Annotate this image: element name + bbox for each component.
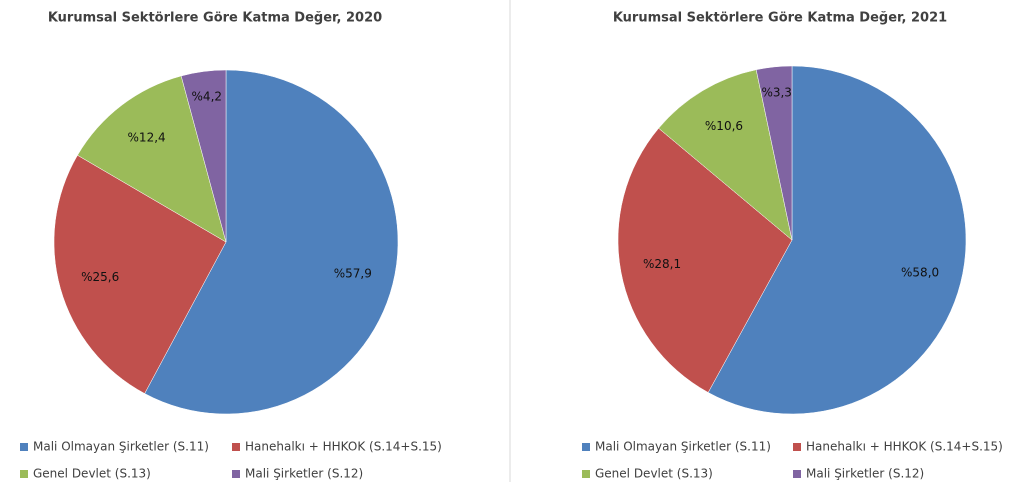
chart-title: Kurumsal Sektörlere Göre Katma Değer, 20… bbox=[613, 11, 947, 26]
legend-swatch bbox=[793, 443, 801, 451]
legend-swatch bbox=[20, 443, 28, 451]
legend-label: Hanehalkı + HHKOK (S.14+S.15) bbox=[806, 440, 1003, 454]
legend-swatch bbox=[232, 443, 240, 451]
pie-slice bbox=[658, 69, 793, 241]
legend-label: Mali Olmayan Şirketler (S.11) bbox=[33, 440, 209, 454]
pie-slice bbox=[53, 154, 227, 394]
pie-slice bbox=[180, 69, 227, 243]
pie-slice bbox=[617, 127, 793, 393]
data-label: %10,6 bbox=[705, 119, 743, 133]
data-label: %3,3 bbox=[761, 85, 792, 99]
pie-slice bbox=[144, 69, 399, 415]
legend-label: Mali Olmayan Şirketler (S.11) bbox=[595, 440, 771, 454]
data-label: %28,1 bbox=[643, 257, 681, 271]
legend-swatch bbox=[20, 470, 28, 478]
pie-slice bbox=[755, 65, 793, 241]
legend-label: Genel Devlet (S.13) bbox=[33, 467, 151, 481]
legend-label: Hanehalkı + HHKOK (S.14+S.15) bbox=[245, 440, 442, 454]
legend-swatch bbox=[232, 470, 240, 478]
chart-title: Kurumsal Sektörlere Göre Katma Değer, 20… bbox=[48, 11, 382, 26]
legend-label: Mali Şirketler (S.12) bbox=[806, 467, 924, 481]
legend-swatch bbox=[582, 470, 590, 478]
pie-slice bbox=[77, 75, 227, 243]
data-label: %57,9 bbox=[334, 266, 372, 280]
data-label: %25,6 bbox=[81, 270, 119, 284]
pie-slice bbox=[707, 65, 967, 415]
data-label: %58,0 bbox=[901, 265, 939, 279]
legend-label: Genel Devlet (S.13) bbox=[595, 467, 713, 481]
legend-swatch bbox=[582, 443, 590, 451]
data-label: %4,2 bbox=[192, 90, 223, 104]
legend-label: Mali Şirketler (S.12) bbox=[245, 467, 363, 481]
data-label: %12,4 bbox=[128, 131, 166, 145]
legend-swatch bbox=[793, 470, 801, 478]
